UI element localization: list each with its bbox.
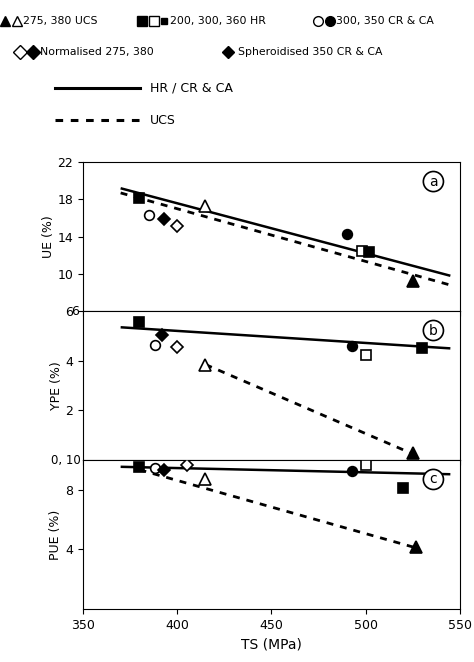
Text: 0, 10: 0, 10 — [51, 453, 81, 467]
Text: 300, 350 CR & CA: 300, 350 CR & CA — [336, 16, 434, 26]
Y-axis label: UE (%): UE (%) — [42, 215, 55, 258]
Text: b: b — [429, 324, 438, 338]
X-axis label: TS (MPa): TS (MPa) — [241, 638, 302, 651]
Text: 200, 300, 360 HR: 200, 300, 360 HR — [170, 16, 266, 26]
Text: UCS: UCS — [150, 113, 176, 126]
Y-axis label: PUE (%): PUE (%) — [49, 510, 63, 559]
Text: a: a — [429, 175, 438, 189]
Y-axis label: YPE (%): YPE (%) — [50, 361, 63, 410]
Text: Spheroidised 350 CR & CA: Spheroidised 350 CR & CA — [238, 47, 383, 57]
Text: Normalised 275, 380: Normalised 275, 380 — [40, 47, 154, 57]
Text: 6: 6 — [71, 305, 79, 318]
Text: 275, 380 UCS: 275, 380 UCS — [23, 16, 98, 26]
Text: HR / CR & CA: HR / CR & CA — [150, 81, 233, 94]
Text: c: c — [429, 473, 437, 487]
